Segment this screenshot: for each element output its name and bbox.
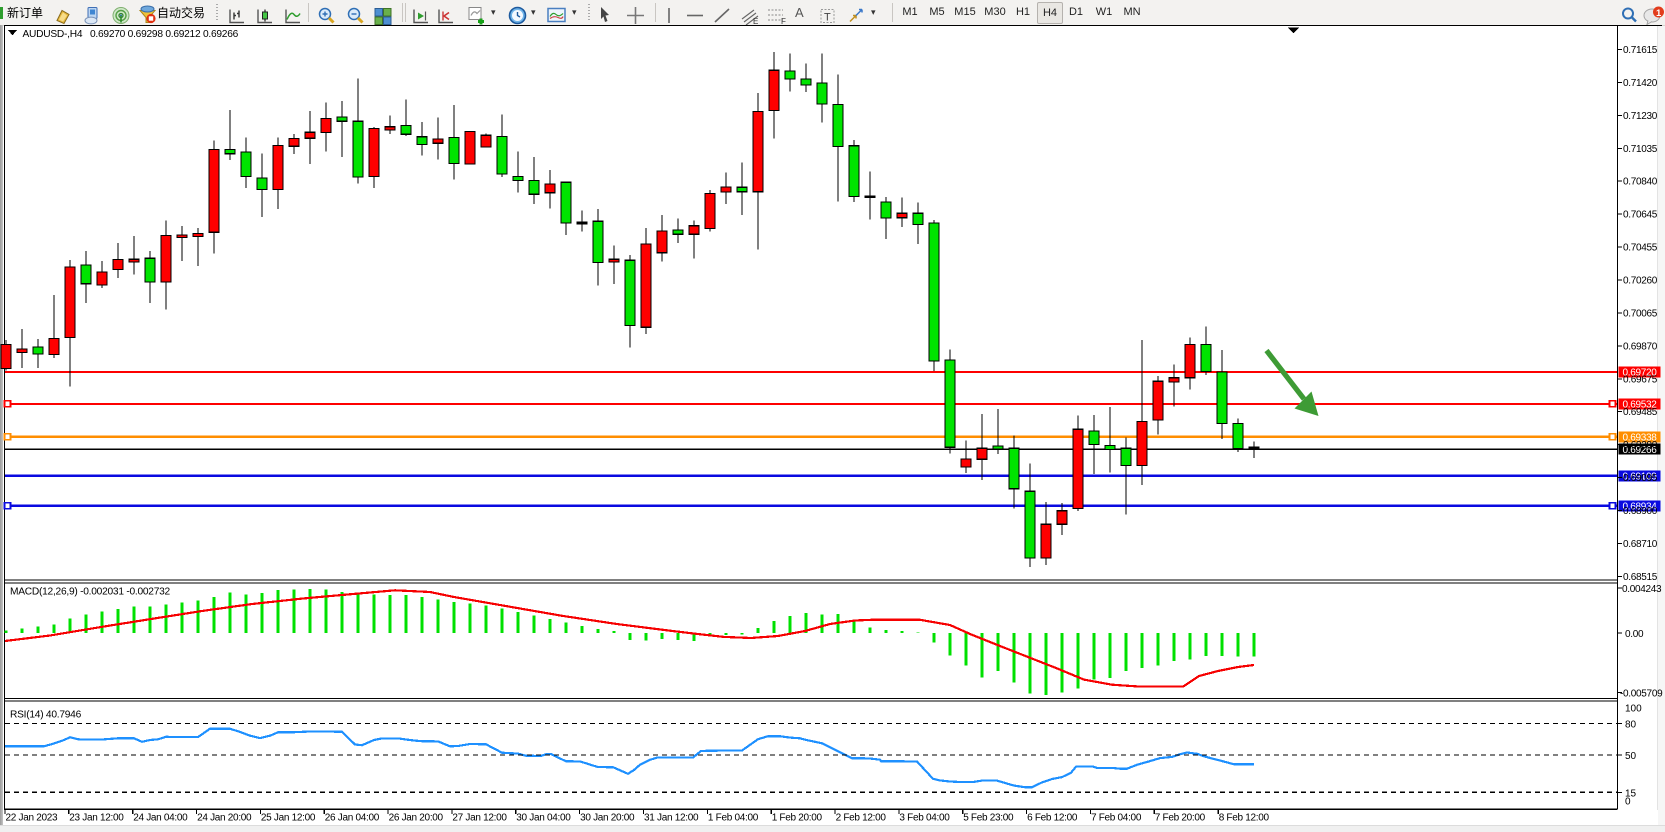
svg-text:15: 15 [1625,788,1637,799]
svg-text:30 Jan 04:00: 30 Jan 04:00 [516,813,571,824]
svg-text:31 Jan 12:00: 31 Jan 12:00 [644,813,699,824]
svg-text:80: 80 [1625,719,1637,730]
svg-text:0.69675: 0.69675 [1623,374,1658,385]
svg-text:0.69095: 0.69095 [1623,473,1658,484]
svg-text:F: F [781,17,786,26]
svg-text:23 Jan 12:00: 23 Jan 12:00 [69,813,124,824]
svg-text:1: 1 [1656,8,1662,19]
svg-text:0.70260: 0.70260 [1623,276,1658,287]
svg-text:1 Feb 20:00: 1 Feb 20:00 [772,813,823,824]
svg-text:0.69532: 0.69532 [1623,400,1658,411]
svg-text:3 Feb 04:00: 3 Feb 04:00 [899,813,950,824]
svg-text:0.69266: 0.69266 [1623,445,1658,456]
svg-text:8 Feb 12:00: 8 Feb 12:00 [1219,813,1270,824]
svg-text:0.71420: 0.71420 [1623,78,1658,89]
svg-text:MACD(12,26,9) -0.002031 -0.002: MACD(12,26,9) -0.002031 -0.002732 [10,587,171,598]
svg-text:0.71615: 0.71615 [1623,45,1658,56]
svg-text:27 Jan 12:00: 27 Jan 12:00 [452,813,507,824]
svg-text:6 Feb 12:00: 6 Feb 12:00 [1027,813,1078,824]
svg-text:24 Jan 04:00: 24 Jan 04:00 [133,813,188,824]
svg-text:-0.005709: -0.005709 [1620,689,1663,700]
svg-text:RSI(14) 40.7946: RSI(14) 40.7946 [10,710,82,721]
svg-text:26 Jan 04:00: 26 Jan 04:00 [325,813,380,824]
svg-text:0.68710: 0.68710 [1623,539,1658,550]
svg-text:0.69870: 0.69870 [1623,341,1658,352]
svg-text:0.71035: 0.71035 [1623,144,1658,155]
svg-text:22 Jan 2023: 22 Jan 2023 [6,813,58,824]
svg-text:0: 0 [1625,797,1631,808]
svg-text:50: 50 [1625,751,1637,762]
svg-text:7 Feb 20:00: 7 Feb 20:00 [1155,813,1206,824]
svg-text:7 Feb 04:00: 7 Feb 04:00 [1091,813,1142,824]
svg-text:E: E [753,17,758,26]
svg-text:0.69290: 0.69290 [1623,440,1658,451]
svg-text:0.68934: 0.68934 [1623,502,1658,513]
svg-text:0.71230: 0.71230 [1623,111,1658,122]
svg-text:100: 100 [1625,704,1642,715]
svg-text:0.70840: 0.70840 [1623,177,1658,188]
svg-text:1 Feb 04:00: 1 Feb 04:00 [708,813,759,824]
svg-text:30 Jan 20:00: 30 Jan 20:00 [580,813,635,824]
svg-text:0.69338: 0.69338 [1623,433,1658,444]
svg-text:0.69109: 0.69109 [1623,472,1658,483]
svg-text:0.68515: 0.68515 [1623,572,1658,583]
svg-text:0.004243: 0.004243 [1622,584,1662,595]
svg-text:AUDUSD-,H4 0.69270 0.69298 0: AUDUSD-,H4 0.69270 0.69298 0.69212 0.692… [23,29,239,40]
svg-text:0.69720: 0.69720 [1623,368,1658,379]
svg-text:26 Jan 20:00: 26 Jan 20:00 [389,813,444,824]
svg-text:24 Jan 20:00: 24 Jan 20:00 [197,813,252,824]
svg-text:0.68900: 0.68900 [1623,506,1658,517]
svg-text:5 Feb 23:00: 5 Feb 23:00 [963,813,1014,824]
svg-text:0.69485: 0.69485 [1623,407,1658,418]
svg-text:2 Feb 12:00: 2 Feb 12:00 [836,813,887,824]
svg-text:25 Jan 12:00: 25 Jan 12:00 [261,813,316,824]
svg-text:T: T [824,12,831,24]
svg-text:0.70065: 0.70065 [1623,308,1658,319]
svg-text:0.00: 0.00 [1625,629,1644,640]
svg-text:0.70455: 0.70455 [1623,243,1658,254]
svg-text:0.70645: 0.70645 [1623,210,1658,221]
